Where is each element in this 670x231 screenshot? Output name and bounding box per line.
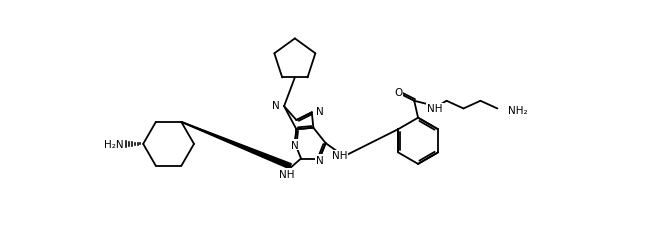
Text: NH₂: NH₂ <box>508 106 528 116</box>
Text: N: N <box>272 100 279 110</box>
Text: N: N <box>316 155 324 165</box>
Text: N: N <box>316 106 324 116</box>
Polygon shape <box>181 122 291 169</box>
Text: H₂N: H₂N <box>104 139 123 149</box>
Text: N: N <box>291 140 299 150</box>
Text: O: O <box>394 87 402 97</box>
Text: NH: NH <box>279 169 295 179</box>
Text: NH: NH <box>332 151 347 161</box>
Text: NH: NH <box>427 104 443 114</box>
